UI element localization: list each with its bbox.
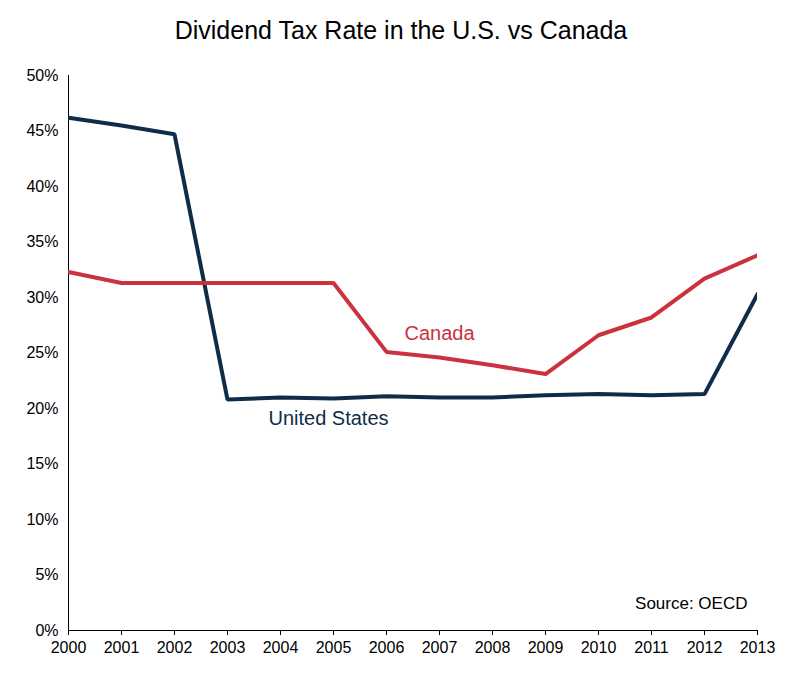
- svg-text:10%: 10%: [26, 511, 58, 528]
- svg-text:2012: 2012: [687, 639, 723, 656]
- svg-text:2000: 2000: [51, 639, 87, 656]
- svg-text:30%: 30%: [26, 289, 58, 306]
- svg-text:2004: 2004: [263, 639, 299, 656]
- svg-text:2006: 2006: [369, 639, 405, 656]
- svg-text:25%: 25%: [26, 344, 58, 361]
- svg-text:2009: 2009: [528, 639, 564, 656]
- svg-text:45%: 45%: [26, 122, 58, 139]
- svg-text:0%: 0%: [35, 622, 58, 639]
- svg-text:2005: 2005: [316, 639, 352, 656]
- svg-text:20%: 20%: [26, 400, 58, 417]
- svg-text:2010: 2010: [581, 639, 617, 656]
- svg-text:2003: 2003: [210, 639, 246, 656]
- svg-text:50%: 50%: [26, 67, 58, 84]
- svg-text:Canada: Canada: [404, 322, 475, 344]
- svg-text:2011: 2011: [634, 639, 669, 656]
- svg-text:5%: 5%: [35, 566, 58, 583]
- svg-text:2008: 2008: [475, 639, 511, 656]
- svg-text:15%: 15%: [26, 455, 58, 472]
- svg-text:Source: OECD: Source: OECD: [635, 594, 747, 613]
- svg-text:2007: 2007: [422, 639, 458, 656]
- svg-text:35%: 35%: [26, 233, 58, 250]
- svg-text:2001: 2001: [104, 639, 140, 656]
- svg-text:2002: 2002: [157, 639, 193, 656]
- svg-text:2013: 2013: [740, 639, 776, 656]
- svg-text:40%: 40%: [26, 178, 58, 195]
- svg-text:United States: United States: [268, 407, 388, 429]
- html-text:Dividend Tax Rate in the U.S.: Dividend Tax Rate in the U.S. vs Canada: [174, 16, 628, 44]
